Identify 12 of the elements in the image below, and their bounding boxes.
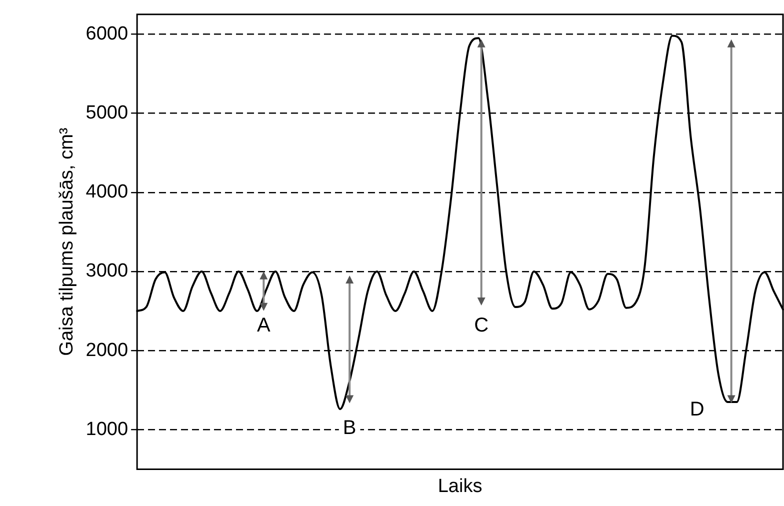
y-tick-label: 5000	[86, 102, 128, 124]
x-axis-title: Laiks	[438, 476, 482, 497]
y-tick-label: 2000	[86, 340, 128, 361]
y-axis-title: Gaisa tilpums plaušās, cm³	[56, 128, 78, 356]
y-tick-label: 4000	[86, 182, 128, 203]
y-tick-label: 3000	[86, 260, 128, 282]
annotation: D	[690, 398, 704, 421]
annotation: C	[474, 314, 489, 336]
y-tick-label: 6000	[86, 23, 128, 44]
annotation: B	[342, 416, 356, 439]
y-tick-label: 1000	[86, 418, 128, 440]
annotation: A	[257, 314, 271, 336]
